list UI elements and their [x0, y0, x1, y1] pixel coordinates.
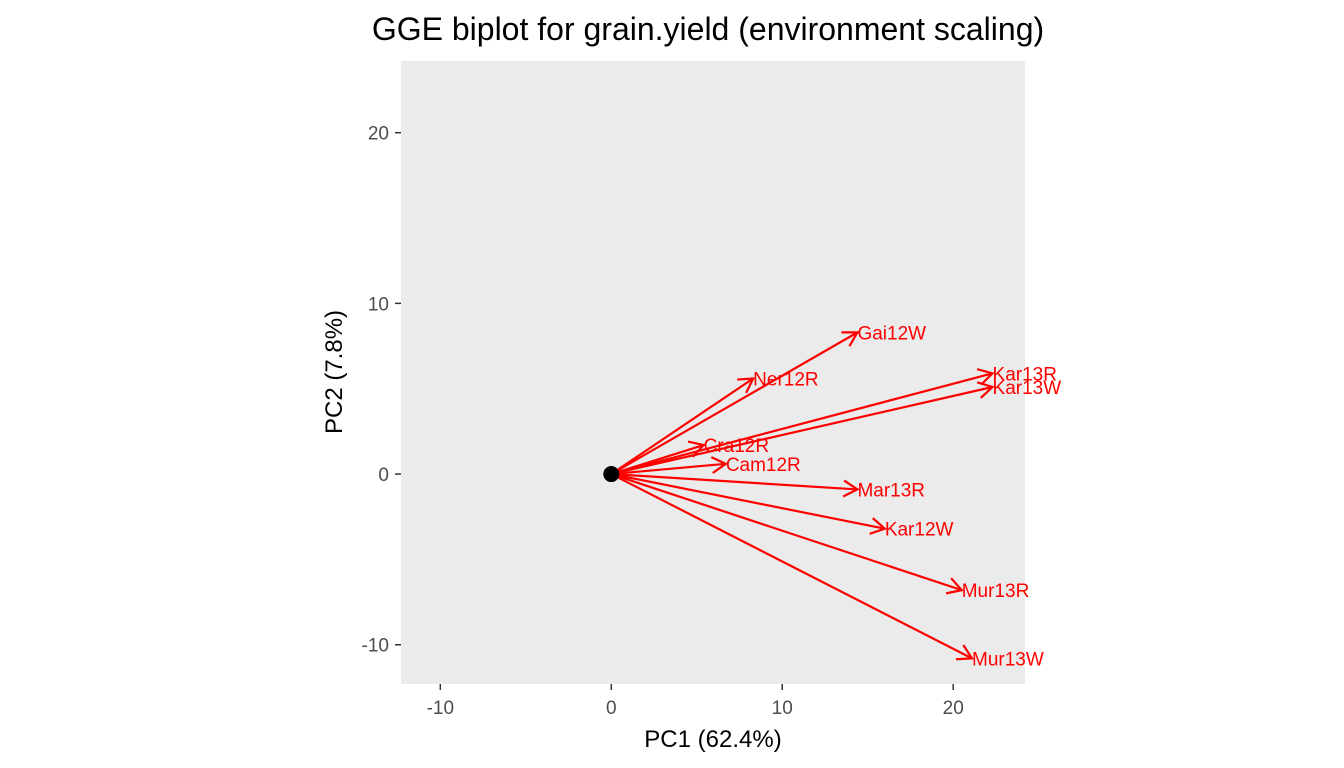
vector-label-ner12r: Ner12R	[753, 369, 818, 390]
vector-cra12r	[610, 443, 704, 476]
arrowhead-cam12r	[710, 456, 729, 474]
arrowhead-cra12r	[687, 440, 706, 458]
vector-label-mar13r: Mar13R	[857, 480, 925, 501]
vector-mar13r	[611, 472, 858, 491]
vector-label-kar12w: Kar12W	[885, 520, 954, 541]
plot-panel	[401, 61, 1025, 684]
arrowhead-kar13w	[976, 381, 995, 399]
vector-mur13w	[610, 473, 973, 660]
chart-title: GGE biplot for grain.yield (environment …	[372, 11, 1044, 47]
vector-label-kar13r: Kar13R	[993, 364, 1057, 385]
x-tick-label: 0	[606, 698, 617, 719]
x-tick-label: 20	[943, 698, 964, 719]
vector-kar13r	[610, 372, 993, 476]
x-axis-title: PC1 (62.4%)	[644, 726, 781, 753]
x-tick-label: -10	[427, 698, 454, 719]
vector-cam12r	[611, 462, 726, 476]
vector-mur13r	[610, 473, 963, 592]
vector-label-gai12w: Gai12W	[857, 323, 926, 344]
vector-kar13w	[611, 385, 993, 476]
vector-ner12r	[610, 377, 754, 475]
x-tick-label: 10	[772, 698, 793, 719]
arrowhead-mur13w	[955, 644, 974, 661]
y-tick-label: 0	[378, 465, 389, 486]
arrowhead-mar13r	[842, 479, 860, 498]
y-tick-label: -10	[362, 636, 389, 657]
origin-point	[603, 466, 620, 483]
vector-label-cra12r: Cra12R	[704, 436, 769, 457]
arrowhead-mur13r	[945, 577, 964, 595]
vector-gai12w	[610, 331, 859, 476]
vector-label-mur13w: Mur13W	[972, 649, 1044, 670]
axis-ticks: -10 0 10 20 -10 0 10 20	[362, 124, 964, 719]
arrowhead-ner12r	[737, 377, 755, 394]
vector-kar12w	[611, 472, 886, 530]
y-axis-title: PC2 (7.8%)	[321, 310, 348, 434]
y-tick-label: 20	[368, 124, 389, 145]
vector-label-mur13r: Mur13R	[962, 581, 1030, 602]
arrowhead-kar13r	[976, 368, 995, 386]
vector-label-cam12r: Cam12R	[726, 455, 801, 476]
y-tick-label: 10	[368, 294, 389, 315]
vector-label-kar13w: Kar13W	[993, 378, 1062, 399]
arrowhead-gai12w	[841, 331, 860, 347]
arrowhead-kar12w	[869, 517, 887, 535]
